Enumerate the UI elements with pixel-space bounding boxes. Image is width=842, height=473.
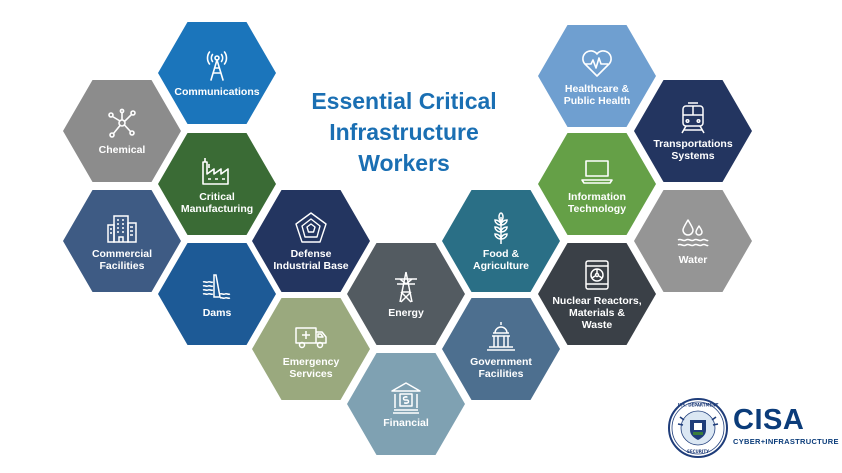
water-drops-icon xyxy=(676,217,710,251)
molecule-icon xyxy=(105,107,139,141)
sector-food-agriculture: Food & Agriculture xyxy=(442,190,560,292)
ambulance-icon xyxy=(294,319,328,353)
sector-emergency-services: Emergency Services xyxy=(252,298,370,400)
capitol-icon xyxy=(484,319,518,353)
sector-label: Critical Manufacturing xyxy=(180,190,254,215)
sector-financial: Financial xyxy=(347,353,465,455)
sector-commercial-facilities: Commercial Facilities xyxy=(63,190,181,292)
sector-label: Healthcare & Public Health xyxy=(563,82,631,107)
sector-label: Dams xyxy=(202,306,232,319)
sector-information-technology: Information Technology xyxy=(538,133,656,235)
sector-critical-manufacturing: Critical Manufacturing xyxy=(158,133,276,235)
sector-label: Water xyxy=(678,253,708,266)
sector-government-facilities: Government Facilities xyxy=(442,298,560,400)
sector-defense-industrial-base: Defense Industrial Base xyxy=(252,190,370,292)
sector-energy: Energy xyxy=(347,243,465,345)
sector-label: Information Technology xyxy=(567,190,627,215)
sector-nuclear: Nuclear Reactors, Materials & Waste xyxy=(538,243,656,345)
sector-label: Communications xyxy=(174,85,260,98)
title-line-3: Workers xyxy=(358,150,450,176)
title-line-2: Infrastructure xyxy=(329,119,479,145)
sector-label: Energy xyxy=(388,306,424,319)
antenna-icon xyxy=(200,49,234,83)
dhs-seal-logo: U.S. DEPARTMENT SECURITY xyxy=(668,398,728,458)
pentagon-icon xyxy=(294,211,328,245)
svg-text:U.S. DEPARTMENT: U.S. DEPARTMENT xyxy=(678,403,719,408)
dam-icon xyxy=(200,270,234,304)
sector-dams: Dams xyxy=(158,243,276,345)
sector-label: Chemical xyxy=(98,143,146,156)
sector-healthcare-public-health: Healthcare & Public Health xyxy=(538,25,656,127)
sector-communications: Communications xyxy=(158,22,276,124)
cisa-logo-subtitle: CYBER+INFRASTRUCTURE xyxy=(733,437,839,446)
sector-label: Nuclear Reactors, Materials & Waste xyxy=(552,294,642,331)
factory-icon xyxy=(200,154,234,188)
page-title: Essential Critical Infrastructure Worker… xyxy=(290,86,518,179)
office-building-icon xyxy=(105,211,139,245)
wheat-icon xyxy=(484,211,518,245)
sector-label: Government Facilities xyxy=(470,355,532,380)
sector-chemical: Chemical xyxy=(63,80,181,182)
sector-water: Water xyxy=(634,190,752,292)
power-tower-icon xyxy=(389,270,423,304)
svg-text:SECURITY: SECURITY xyxy=(687,449,709,454)
sector-label: Food & Agriculture xyxy=(472,247,529,272)
heart-pulse-icon xyxy=(580,46,614,80)
title-line-1: Essential Critical xyxy=(311,88,497,114)
cisa-logo-text: CISA xyxy=(733,404,805,436)
sector-label: Commercial Facilities xyxy=(91,247,153,272)
sector-label: Transportations Systems xyxy=(653,137,733,162)
bank-icon xyxy=(389,380,423,414)
sector-label: Defense Industrial Base xyxy=(273,247,349,272)
sector-label: Emergency Services xyxy=(282,355,340,380)
radiation-icon xyxy=(580,258,614,292)
laptop-icon xyxy=(580,154,614,188)
train-icon xyxy=(676,101,710,135)
sector-transportation-systems: Transportations Systems xyxy=(634,80,752,182)
sector-label: Financial xyxy=(383,416,429,429)
